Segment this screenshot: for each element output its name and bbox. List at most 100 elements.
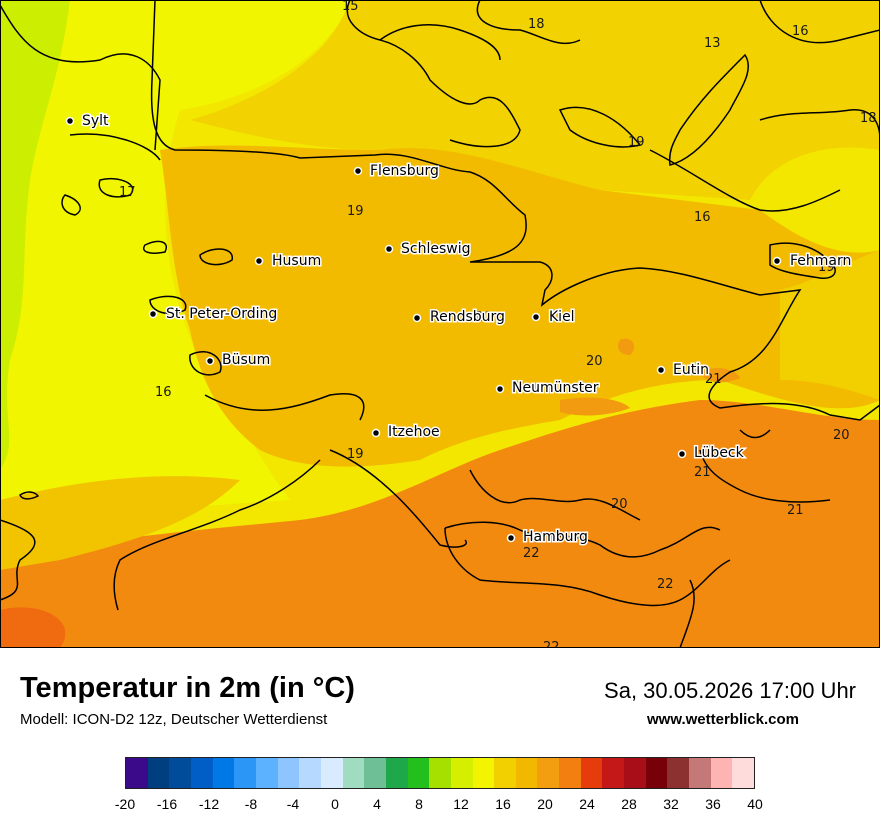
legend-tick-label: 28	[621, 796, 637, 812]
temp-zone-east	[780, 250, 880, 400]
legend-tick-label: -12	[198, 796, 220, 812]
isoline-label: 19	[347, 447, 364, 462]
legend-swatch	[169, 758, 191, 788]
legend-swatch	[710, 758, 733, 788]
city-label: Büsum	[222, 352, 270, 368]
website-link[interactable]: www.wetterblick.com	[647, 711, 799, 728]
legend-swatch	[624, 758, 646, 788]
legend-swatch	[255, 758, 278, 788]
legend-swatch	[364, 758, 386, 788]
legend-swatch	[472, 758, 495, 788]
city-label: Schleswig	[401, 241, 470, 257]
temp-zone-23	[0, 607, 66, 648]
city-busum[interactable]: Büsum	[205, 351, 272, 370]
isoline-label: 19	[347, 204, 364, 219]
legend-tick-label: 40	[747, 796, 763, 812]
city-label: Hamburg	[523, 529, 588, 545]
legend-swatch	[689, 758, 711, 788]
map-title: Temperatur in 2m (in °C)	[20, 672, 355, 704]
isoline-label: 19	[818, 260, 835, 275]
city-schleswig[interactable]: Schleswig	[384, 240, 472, 259]
city-label: Husum	[272, 253, 321, 269]
legend-tick-label: 36	[705, 796, 721, 812]
legend-tick-label: -20	[114, 796, 136, 812]
city-dot	[531, 312, 541, 322]
legend-tick-label: 4	[373, 796, 381, 812]
legend-swatch	[667, 758, 690, 788]
city-dot	[495, 384, 505, 394]
isoline-label: 15	[342, 0, 359, 14]
city-lubeck[interactable]: Lübeck	[677, 444, 746, 463]
city-dot	[148, 309, 158, 319]
isoline-label: 16	[792, 24, 809, 39]
legend-tick-label: -16	[156, 796, 178, 812]
isoline-label: 18	[860, 111, 877, 126]
isoline-label: 16	[155, 385, 172, 400]
city-dot	[371, 428, 381, 438]
city-dot	[677, 449, 687, 459]
legend-swatch	[126, 758, 148, 788]
isoline-label: 17	[119, 185, 136, 200]
city-rendsburg[interactable]: Rendsburg	[412, 308, 506, 327]
city-eutin[interactable]: Eutin	[656, 361, 710, 380]
footer: Temperatur in 2m (in °C) Modell: ICON-D2…	[0, 648, 880, 830]
isoline-label: 21	[694, 465, 711, 480]
city-dot	[656, 365, 666, 375]
legend-swatch	[515, 758, 538, 788]
city-st-peter-ording[interactable]: St. Peter-Ording	[148, 305, 279, 324]
forecast-datetime: Sa, 30.05.2026 17:00 Uhr	[604, 678, 856, 703]
isoline-label: 22	[657, 577, 674, 592]
legend-swatch	[190, 758, 213, 788]
city-husum[interactable]: Husum	[254, 252, 323, 271]
legend-swatch	[580, 758, 603, 788]
legend-tick-label: 8	[415, 796, 423, 812]
model-info: Modell: ICON-D2 12z, Deutscher Wetterdie…	[20, 711, 328, 728]
legend-swatch	[450, 758, 473, 788]
city-sylt[interactable]: Sylt	[65, 112, 111, 131]
legend-swatch	[537, 758, 560, 788]
city-dot	[384, 244, 394, 254]
city-dot	[412, 313, 422, 323]
legend-tick-label: 12	[453, 796, 469, 812]
legend-tick-label: 24	[579, 796, 595, 812]
isoline-label: 19	[628, 135, 645, 150]
city-flensburg[interactable]: Flensburg	[353, 162, 440, 181]
city-label: St. Peter-Ording	[166, 306, 277, 322]
city-itzehoe[interactable]: Itzehoe	[371, 423, 441, 442]
legend-swatch	[342, 758, 365, 788]
temp-zone-cool	[0, 0, 70, 470]
city-fehmarn[interactable]: Fehmarn	[772, 252, 853, 271]
city-label: Rendsburg	[430, 309, 505, 325]
city-label: Lübeck	[694, 445, 745, 461]
isoline-label: 21	[787, 503, 804, 518]
legend-tick-label: 20	[537, 796, 553, 812]
city-label: Flensburg	[370, 163, 439, 179]
isoline-label: 20	[586, 354, 603, 369]
city-label: Eutin	[673, 362, 709, 378]
city-dot	[772, 256, 782, 266]
city-label: Kiel	[549, 309, 575, 325]
temp-zone-sw	[0, 476, 240, 570]
legend-swatch	[212, 758, 235, 788]
legend-swatch	[732, 758, 755, 788]
city-label: Itzehoe	[388, 424, 440, 440]
color-legend	[125, 757, 755, 789]
city-kiel[interactable]: Kiel	[531, 308, 576, 327]
legend-swatch	[147, 758, 170, 788]
city-hamburg[interactable]: Hamburg	[506, 528, 589, 547]
city-dot	[205, 356, 215, 366]
city-neumunster[interactable]: Neumünster	[495, 379, 600, 398]
temp-zone-16	[0, 0, 350, 520]
isoline-labels: 15 18 13 16 18 19 17 19 16 19 20 20 21 1…	[119, 0, 877, 648]
isoline-label: 20	[833, 428, 850, 443]
legend-swatch	[277, 758, 300, 788]
city-label: Fehmarn	[790, 253, 851, 269]
legend-tick-label: -4	[286, 796, 300, 812]
legend-tick-label: -8	[244, 796, 258, 812]
isoline-label: 20	[475, 310, 492, 325]
temp-zone-21-22	[0, 400, 880, 648]
city-markers: Sylt Flensburg Schleswig Husum St. Peter…	[65, 112, 853, 547]
legend-tick-label: 16	[495, 796, 511, 812]
legend-swatch	[602, 758, 625, 788]
legend-swatch	[299, 758, 321, 788]
